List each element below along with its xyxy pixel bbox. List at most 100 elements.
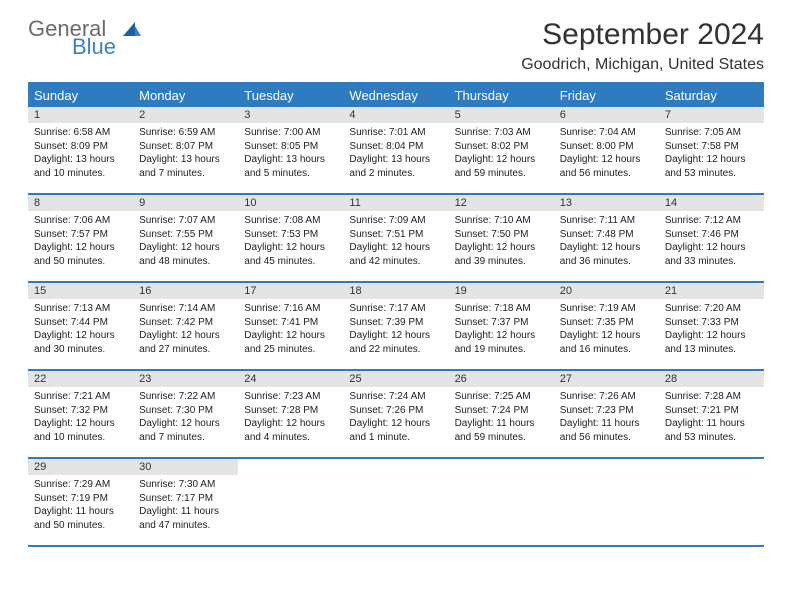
sunset-text: Sunset: 8:05 PM	[244, 140, 337, 154]
sunset-text: Sunset: 8:04 PM	[349, 140, 442, 154]
sunset-text: Sunset: 8:07 PM	[139, 140, 232, 154]
day-number: 17	[238, 283, 343, 299]
day-number: 16	[133, 283, 238, 299]
daylight-text-2: and 30 minutes.	[34, 343, 127, 357]
sunset-text: Sunset: 7:26 PM	[349, 404, 442, 418]
daylight-text-2: and 27 minutes.	[139, 343, 232, 357]
daylight-text: Daylight: 12 hours	[665, 329, 758, 343]
logo: General Blue	[28, 18, 141, 58]
day-number: 26	[449, 371, 554, 387]
logo-text-blue: Blue	[72, 36, 116, 58]
daylight-text-2: and 53 minutes.	[665, 431, 758, 445]
daylight-text-2: and 19 minutes.	[455, 343, 548, 357]
sunset-text: Sunset: 7:28 PM	[244, 404, 337, 418]
daylight-text-2: and 2 minutes.	[349, 167, 442, 181]
sunset-text: Sunset: 7:19 PM	[34, 492, 127, 506]
day-cell: 26Sunrise: 7:25 AMSunset: 7:24 PMDayligh…	[449, 371, 554, 457]
day-cell: 22Sunrise: 7:21 AMSunset: 7:32 PMDayligh…	[28, 371, 133, 457]
day-cell: 18Sunrise: 7:17 AMSunset: 7:39 PMDayligh…	[343, 283, 448, 369]
sunrise-text: Sunrise: 7:08 AM	[244, 214, 337, 228]
daylight-text: Daylight: 13 hours	[139, 153, 232, 167]
sunset-text: Sunset: 7:55 PM	[139, 228, 232, 242]
sunset-text: Sunset: 7:42 PM	[139, 316, 232, 330]
day-body: Sunrise: 7:14 AMSunset: 7:42 PMDaylight:…	[133, 299, 238, 362]
day-body: Sunrise: 7:06 AMSunset: 7:57 PMDaylight:…	[28, 211, 133, 274]
day-cell: 25Sunrise: 7:24 AMSunset: 7:26 PMDayligh…	[343, 371, 448, 457]
daylight-text: Daylight: 12 hours	[455, 241, 548, 255]
daylight-text: Daylight: 12 hours	[560, 329, 653, 343]
sunrise-text: Sunrise: 7:24 AM	[349, 390, 442, 404]
daylight-text-2: and 56 minutes.	[560, 431, 653, 445]
day-number: 4	[343, 107, 448, 123]
daylight-text-2: and 25 minutes.	[244, 343, 337, 357]
sunrise-text: Sunrise: 7:18 AM	[455, 302, 548, 316]
sunset-text: Sunset: 8:00 PM	[560, 140, 653, 154]
daylight-text-2: and 45 minutes.	[244, 255, 337, 269]
daylight-text: Daylight: 12 hours	[244, 241, 337, 255]
sunset-text: Sunset: 7:30 PM	[139, 404, 232, 418]
daylight-text-2: and 56 minutes.	[560, 167, 653, 181]
title-block: September 2024 Goodrich, Michigan, Unite…	[521, 18, 764, 74]
day-body: Sunrise: 7:13 AMSunset: 7:44 PMDaylight:…	[28, 299, 133, 362]
daylight-text: Daylight: 12 hours	[34, 329, 127, 343]
daylight-text: Daylight: 12 hours	[349, 241, 442, 255]
day-number: 27	[554, 371, 659, 387]
week-row: 15Sunrise: 7:13 AMSunset: 7:44 PMDayligh…	[28, 283, 764, 371]
daylight-text-2: and 10 minutes.	[34, 167, 127, 181]
sunrise-text: Sunrise: 7:29 AM	[34, 478, 127, 492]
day-number: 15	[28, 283, 133, 299]
sunset-text: Sunset: 7:53 PM	[244, 228, 337, 242]
day-number: 3	[238, 107, 343, 123]
day-body: Sunrise: 7:11 AMSunset: 7:48 PMDaylight:…	[554, 211, 659, 274]
daylight-text-2: and 47 minutes.	[139, 519, 232, 533]
day-number: 20	[554, 283, 659, 299]
day-body: Sunrise: 7:28 AMSunset: 7:21 PMDaylight:…	[659, 387, 764, 450]
day-body: Sunrise: 7:30 AMSunset: 7:17 PMDaylight:…	[133, 475, 238, 538]
sunset-text: Sunset: 7:33 PM	[665, 316, 758, 330]
sunrise-text: Sunrise: 7:23 AM	[244, 390, 337, 404]
day-number: 11	[343, 195, 448, 211]
daylight-text-2: and 1 minute.	[349, 431, 442, 445]
day-body: Sunrise: 6:58 AMSunset: 8:09 PMDaylight:…	[28, 123, 133, 186]
day-body: Sunrise: 7:20 AMSunset: 7:33 PMDaylight:…	[659, 299, 764, 362]
page: General Blue September 2024 Goodrich, Mi…	[0, 0, 792, 565]
logo-sail-icon	[121, 20, 141, 45]
sunrise-text: Sunrise: 7:19 AM	[560, 302, 653, 316]
sunset-text: Sunset: 7:35 PM	[560, 316, 653, 330]
day-number: 22	[28, 371, 133, 387]
day-body: Sunrise: 7:00 AMSunset: 8:05 PMDaylight:…	[238, 123, 343, 186]
sunrise-text: Sunrise: 7:17 AM	[349, 302, 442, 316]
day-cell: 8Sunrise: 7:06 AMSunset: 7:57 PMDaylight…	[28, 195, 133, 281]
day-body: Sunrise: 7:04 AMSunset: 8:00 PMDaylight:…	[554, 123, 659, 186]
sunrise-text: Sunrise: 7:28 AM	[665, 390, 758, 404]
sunrise-text: Sunrise: 6:59 AM	[139, 126, 232, 140]
day-cell: 13Sunrise: 7:11 AMSunset: 7:48 PMDayligh…	[554, 195, 659, 281]
sunset-text: Sunset: 7:17 PM	[139, 492, 232, 506]
dow-cell: Thursday	[449, 84, 554, 107]
daylight-text-2: and 5 minutes.	[244, 167, 337, 181]
week-row: 1Sunrise: 6:58 AMSunset: 8:09 PMDaylight…	[28, 107, 764, 195]
daylight-text: Daylight: 12 hours	[139, 241, 232, 255]
day-cell: 16Sunrise: 7:14 AMSunset: 7:42 PMDayligh…	[133, 283, 238, 369]
daylight-text: Daylight: 11 hours	[455, 417, 548, 431]
day-body: Sunrise: 7:01 AMSunset: 8:04 PMDaylight:…	[343, 123, 448, 186]
day-body: Sunrise: 6:59 AMSunset: 8:07 PMDaylight:…	[133, 123, 238, 186]
weeks-container: 1Sunrise: 6:58 AMSunset: 8:09 PMDaylight…	[28, 107, 764, 547]
day-cell: 14Sunrise: 7:12 AMSunset: 7:46 PMDayligh…	[659, 195, 764, 281]
sunset-text: Sunset: 7:39 PM	[349, 316, 442, 330]
day-number: 2	[133, 107, 238, 123]
sunrise-text: Sunrise: 7:13 AM	[34, 302, 127, 316]
day-number: 1	[28, 107, 133, 123]
daylight-text-2: and 48 minutes.	[139, 255, 232, 269]
day-body: Sunrise: 7:25 AMSunset: 7:24 PMDaylight:…	[449, 387, 554, 450]
sunset-text: Sunset: 7:23 PM	[560, 404, 653, 418]
week-row: 8Sunrise: 7:06 AMSunset: 7:57 PMDaylight…	[28, 195, 764, 283]
daylight-text-2: and 36 minutes.	[560, 255, 653, 269]
daylight-text: Daylight: 12 hours	[139, 329, 232, 343]
day-cell: 1Sunrise: 6:58 AMSunset: 8:09 PMDaylight…	[28, 107, 133, 193]
daylight-text: Daylight: 13 hours	[244, 153, 337, 167]
daylight-text: Daylight: 13 hours	[349, 153, 442, 167]
daylight-text-2: and 53 minutes.	[665, 167, 758, 181]
day-cell: 20 Sunrise: 7:19 AMSunset: 7:35 PMDayligh…	[554, 283, 659, 369]
sunset-text: Sunset: 8:02 PM	[455, 140, 548, 154]
